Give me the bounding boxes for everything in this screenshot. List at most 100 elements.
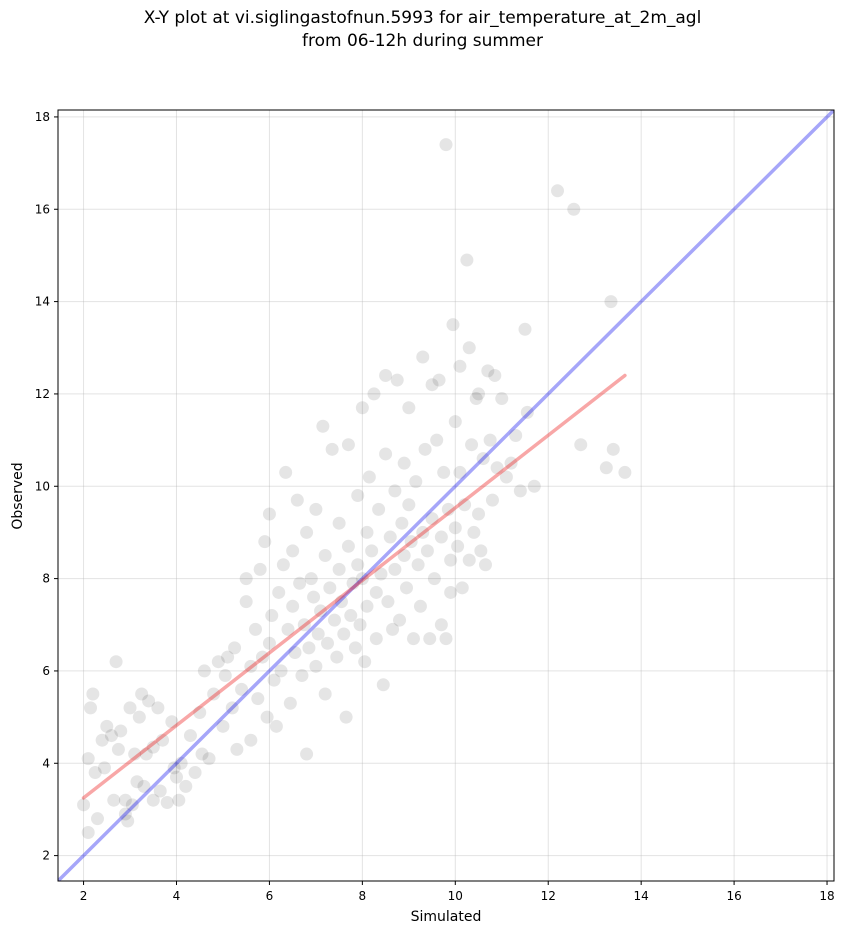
- data-point-173: [462, 553, 476, 567]
- data-point-165: [448, 521, 462, 535]
- data-point-20: [128, 747, 142, 761]
- data-point-63: [260, 710, 274, 724]
- data-point-36: [172, 793, 186, 807]
- scatter-points: [77, 138, 632, 840]
- data-point-13: [111, 742, 125, 756]
- data-point-163: [446, 318, 460, 332]
- data-point-11: [107, 793, 121, 807]
- data-point-86: [307, 590, 321, 604]
- y-tick-label-8: 18: [35, 110, 50, 124]
- data-point-111: [353, 618, 367, 632]
- data-point-108: [348, 641, 362, 655]
- data-point-31: [156, 733, 170, 747]
- grid: [58, 110, 834, 881]
- data-point-178: [472, 507, 486, 521]
- x-tick-label-6: 14: [634, 889, 649, 903]
- data-point-115: [360, 525, 374, 539]
- data-point-26: [142, 694, 156, 708]
- data-point-32: [160, 796, 174, 810]
- data-point-191: [513, 484, 527, 498]
- data-point-195: [551, 184, 565, 198]
- data-point-166: [451, 539, 465, 553]
- data-point-168: [453, 465, 467, 479]
- data-point-112: [355, 401, 369, 415]
- data-point-140: [404, 535, 418, 549]
- data-point-45: [207, 687, 221, 701]
- data-point-171: [460, 253, 474, 267]
- data-point-153: [430, 433, 444, 447]
- x-tick-label-2: 6: [266, 889, 274, 903]
- data-point-187: [495, 392, 509, 406]
- data-point-131: [388, 562, 402, 576]
- data-point-184: [485, 493, 499, 507]
- data-point-1: [81, 826, 95, 840]
- data-point-174: [465, 438, 479, 452]
- data-point-37: [174, 756, 188, 770]
- data-point-110: [351, 558, 365, 572]
- x-tick-label-3: 8: [359, 889, 367, 903]
- data-point-25: [139, 747, 153, 761]
- data-point-78: [290, 493, 304, 507]
- data-point-164: [448, 415, 462, 429]
- data-point-0: [77, 798, 91, 812]
- data-point-150: [425, 378, 439, 392]
- data-point-155: [434, 530, 448, 544]
- x-tick-label-7: 16: [726, 889, 741, 903]
- data-point-118: [365, 544, 379, 558]
- data-point-48: [218, 669, 232, 683]
- data-point-93: [318, 687, 332, 701]
- data-point-104: [341, 539, 355, 553]
- data-point-19: [125, 798, 139, 812]
- data-point-132: [390, 373, 404, 387]
- data-point-83: [300, 747, 314, 761]
- data-point-123: [374, 567, 388, 581]
- data-point-186: [490, 461, 504, 475]
- data-point-15: [118, 793, 132, 807]
- data-point-74: [283, 696, 297, 710]
- data-point-81: [297, 618, 311, 632]
- data-point-54: [239, 595, 253, 609]
- data-point-88: [309, 502, 323, 516]
- data-point-133: [393, 613, 407, 627]
- data-point-122: [372, 502, 386, 516]
- data-point-167: [453, 359, 467, 373]
- data-point-160: [441, 502, 455, 516]
- data-point-106: [344, 609, 358, 623]
- data-point-102: [337, 627, 351, 641]
- chart-title: X-Y plot at vi.siglingastofnun.5993 for …: [143, 8, 702, 28]
- data-point-64: [262, 507, 276, 521]
- data-point-109: [351, 489, 365, 502]
- data-point-125: [379, 368, 393, 382]
- data-point-69: [272, 585, 286, 599]
- data-point-96: [325, 442, 339, 456]
- data-point-77: [288, 645, 302, 659]
- data-point-82: [300, 525, 314, 539]
- data-point-152: [427, 572, 441, 586]
- x-tick-label-0: 2: [80, 889, 88, 903]
- data-point-200: [606, 442, 620, 456]
- data-point-42: [195, 747, 209, 761]
- data-point-141: [406, 632, 420, 646]
- data-point-51: [228, 641, 242, 655]
- data-point-137: [400, 581, 414, 595]
- data-point-71: [276, 558, 290, 572]
- data-point-17: [121, 814, 135, 828]
- data-point-145: [416, 350, 430, 364]
- data-point-49: [221, 650, 235, 664]
- data-point-50: [225, 701, 239, 715]
- chart-subtitle: from 06-12h during summer: [302, 31, 543, 51]
- data-point-117: [362, 470, 376, 484]
- y-tick-label-4: 10: [35, 479, 50, 493]
- data-point-181: [478, 558, 492, 572]
- data-point-134: [395, 516, 409, 530]
- data-point-135: [397, 456, 411, 470]
- data-point-162: [444, 585, 458, 599]
- data-point-98: [330, 650, 344, 664]
- data-point-149: [423, 632, 437, 646]
- identity-line: [58, 110, 834, 881]
- data-point-95: [323, 581, 337, 595]
- y-tick-label-3: 8: [42, 572, 50, 586]
- data-point-176: [469, 392, 483, 406]
- data-point-148: [420, 544, 434, 558]
- data-point-113: [355, 572, 369, 586]
